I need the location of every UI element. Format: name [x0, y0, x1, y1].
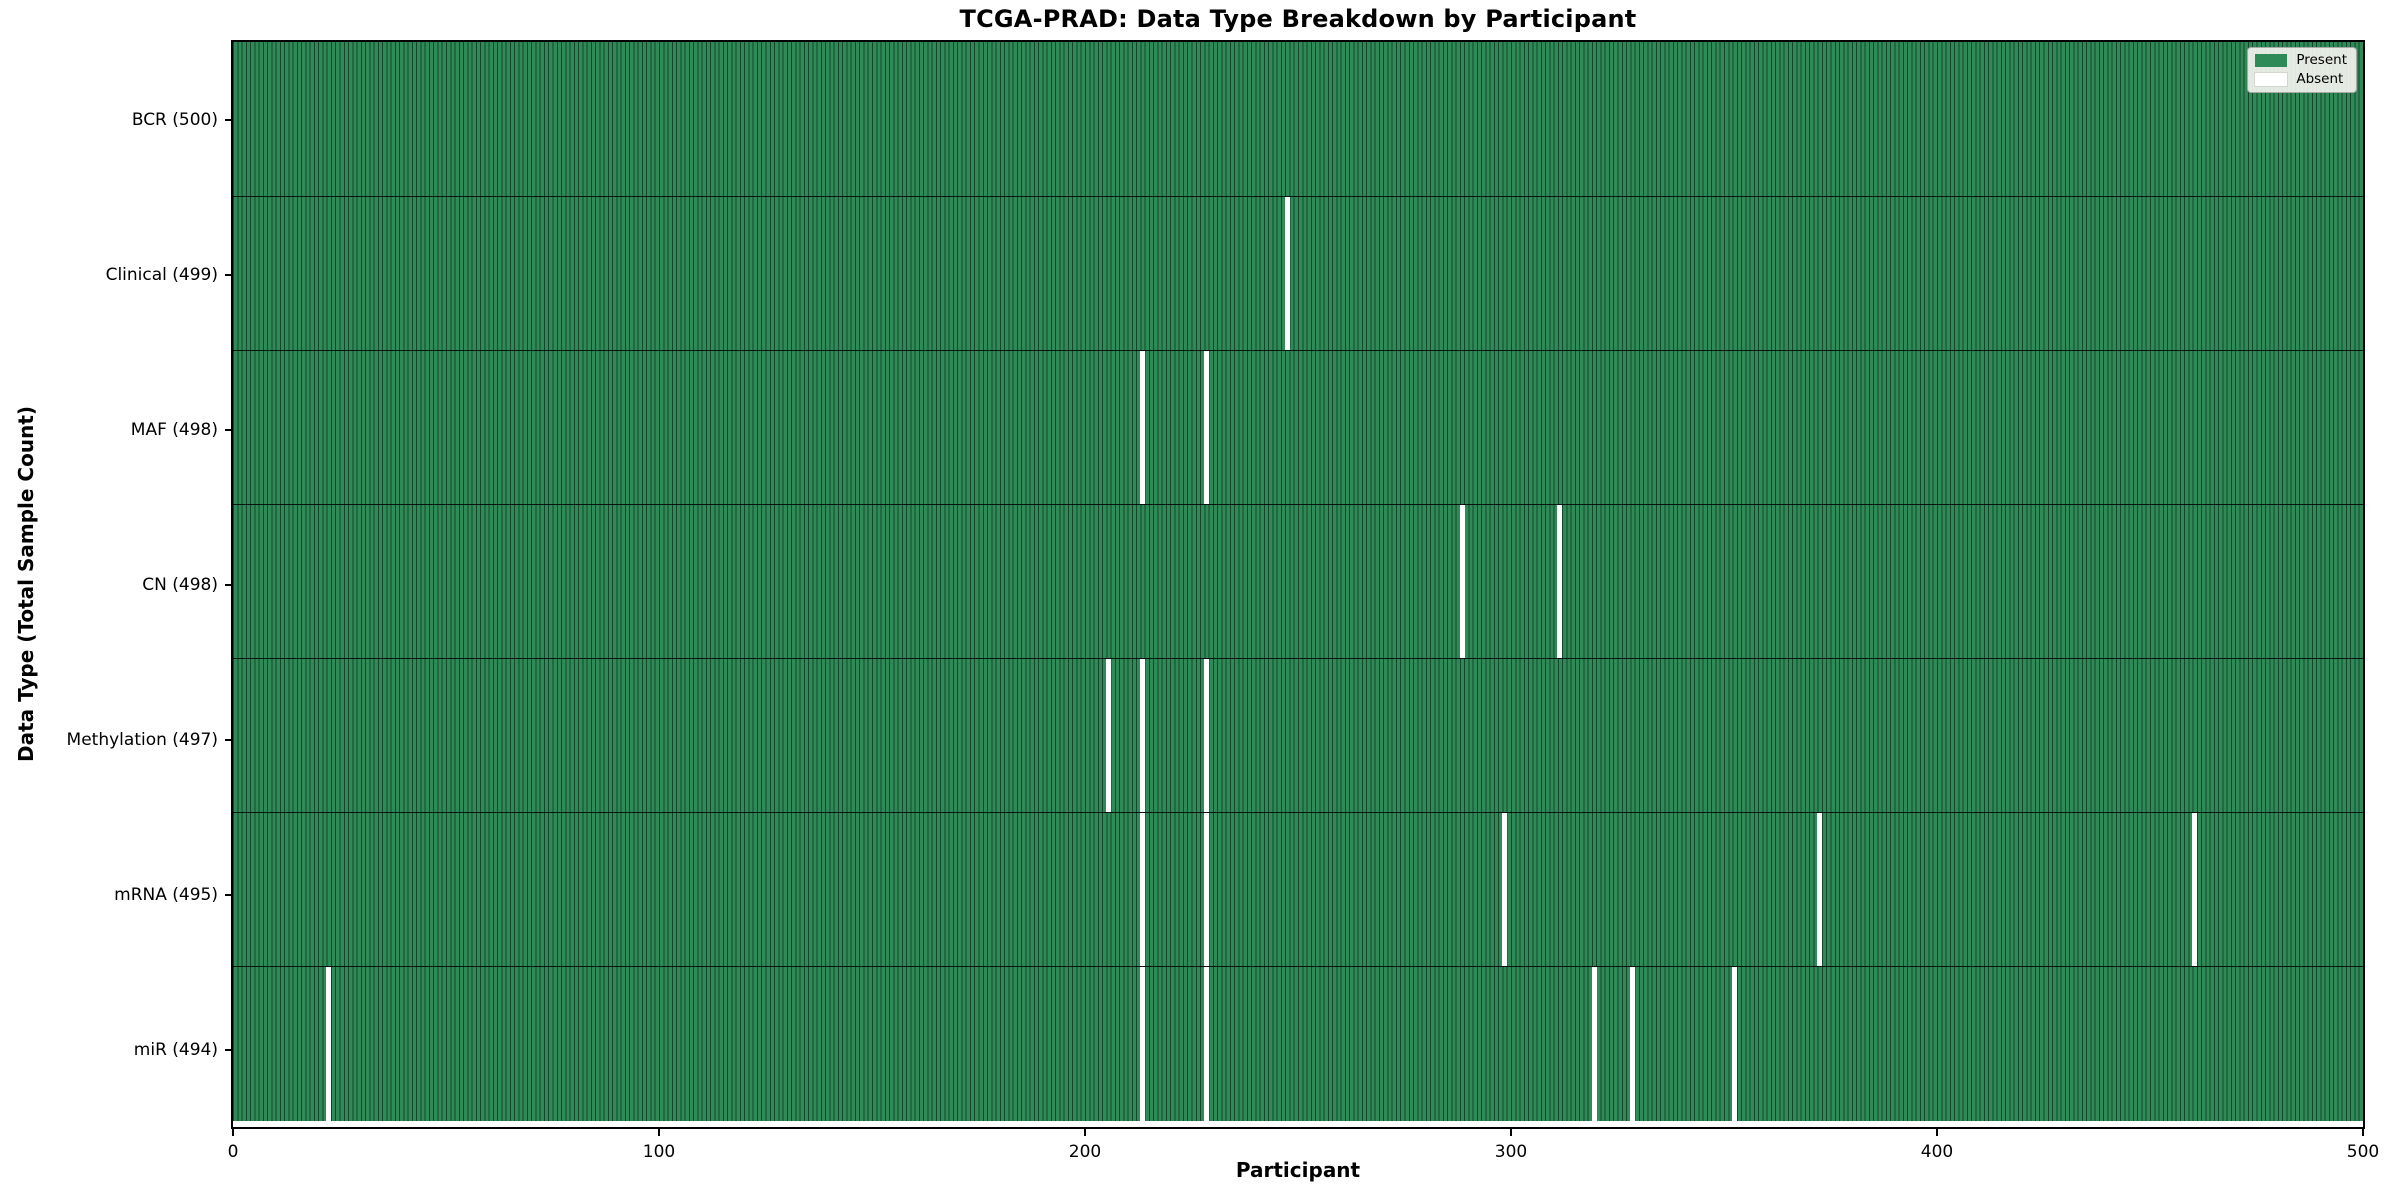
- absent-cell: [1203, 967, 1209, 1121]
- absent-cell: [326, 967, 332, 1121]
- y-tick-mark: [225, 583, 233, 586]
- absent-cell: [1140, 813, 1145, 967]
- y-tick-label: BCR (500): [131, 109, 218, 130]
- heatmap-row-maf: [233, 350, 2363, 505]
- x-tick-mark: [2362, 1127, 2364, 1136]
- x-tick-label: 0: [227, 1142, 239, 1162]
- absent-cell: [1140, 967, 1145, 1121]
- absent-cell: [1284, 197, 1290, 351]
- absent-cell: [1732, 967, 1738, 1121]
- y-tick-mark: [225, 738, 233, 741]
- x-tick-label: 300: [1494, 1142, 1528, 1162]
- y-tick-label: Clinical (499): [105, 264, 218, 285]
- absent-cell: [2192, 813, 2198, 967]
- x-tick-label: 500: [2346, 1142, 2380, 1162]
- absent-cell: [1557, 505, 1563, 659]
- plot-area: Present Absent: [231, 40, 2365, 1129]
- absent-cell: [1203, 813, 1209, 967]
- y-tick-mark: [225, 428, 233, 431]
- heatmap-row-mrna: [233, 812, 2363, 967]
- heatmap-rows: [233, 42, 2363, 1121]
- chart-title: TCGA-PRAD: Data Type Breakdown by Partic…: [959, 5, 1637, 33]
- x-tick-mark: [1084, 1127, 1086, 1136]
- absent-cell: [1502, 813, 1508, 967]
- absent-cell: [1459, 505, 1465, 659]
- legend-item-absent: Absent: [2254, 71, 2347, 87]
- heatmap-row-methylation: [233, 658, 2363, 813]
- heatmap-row-cn: [233, 504, 2363, 659]
- legend-label: Absent: [2296, 71, 2344, 87]
- x-axis-label: Participant: [1235, 1158, 1361, 1182]
- absent-cell: [1140, 659, 1145, 813]
- y-tick-mark: [225, 893, 233, 896]
- x-tick-label: 200: [1068, 1142, 1102, 1162]
- x-tick-label: 400: [1920, 1142, 1954, 1162]
- y-tick-mark: [225, 1048, 233, 1051]
- x-tick-mark: [232, 1127, 234, 1136]
- absent-cell: [1203, 659, 1209, 813]
- y-tick-label: CN (498): [142, 574, 218, 595]
- heatmap-row-clinical: [233, 196, 2363, 351]
- heatmap-row-bcr: [233, 42, 2363, 197]
- legend-label: Present: [2296, 52, 2347, 68]
- x-tick-mark: [1510, 1127, 1512, 1136]
- legend-swatch-present: [2255, 54, 2288, 67]
- absent-cell: [1105, 659, 1111, 813]
- legend: Present Absent: [2247, 47, 2357, 93]
- absent-cell: [1203, 351, 1209, 505]
- absent-cell: [1591, 967, 1597, 1121]
- y-tick-label: Methylation (497): [66, 729, 218, 750]
- x-tick-mark: [1936, 1127, 1938, 1136]
- heatmap-row-mir: [233, 966, 2363, 1121]
- absent-cell: [1140, 351, 1145, 505]
- x-tick-mark: [658, 1127, 660, 1136]
- absent-cell: [1629, 967, 1635, 1121]
- y-tick-label: MAF (498): [130, 419, 218, 440]
- y-tick-mark: [225, 118, 233, 121]
- legend-item-present: Present: [2255, 53, 2347, 68]
- y-tick-mark: [225, 273, 233, 276]
- absent-cell: [1817, 813, 1823, 967]
- y-tick-label: miR (494): [133, 1039, 218, 1060]
- legend-swatch-absent: [2254, 72, 2289, 87]
- y-tick-label: mRNA (495): [114, 884, 218, 905]
- x-tick-label: 100: [642, 1142, 676, 1162]
